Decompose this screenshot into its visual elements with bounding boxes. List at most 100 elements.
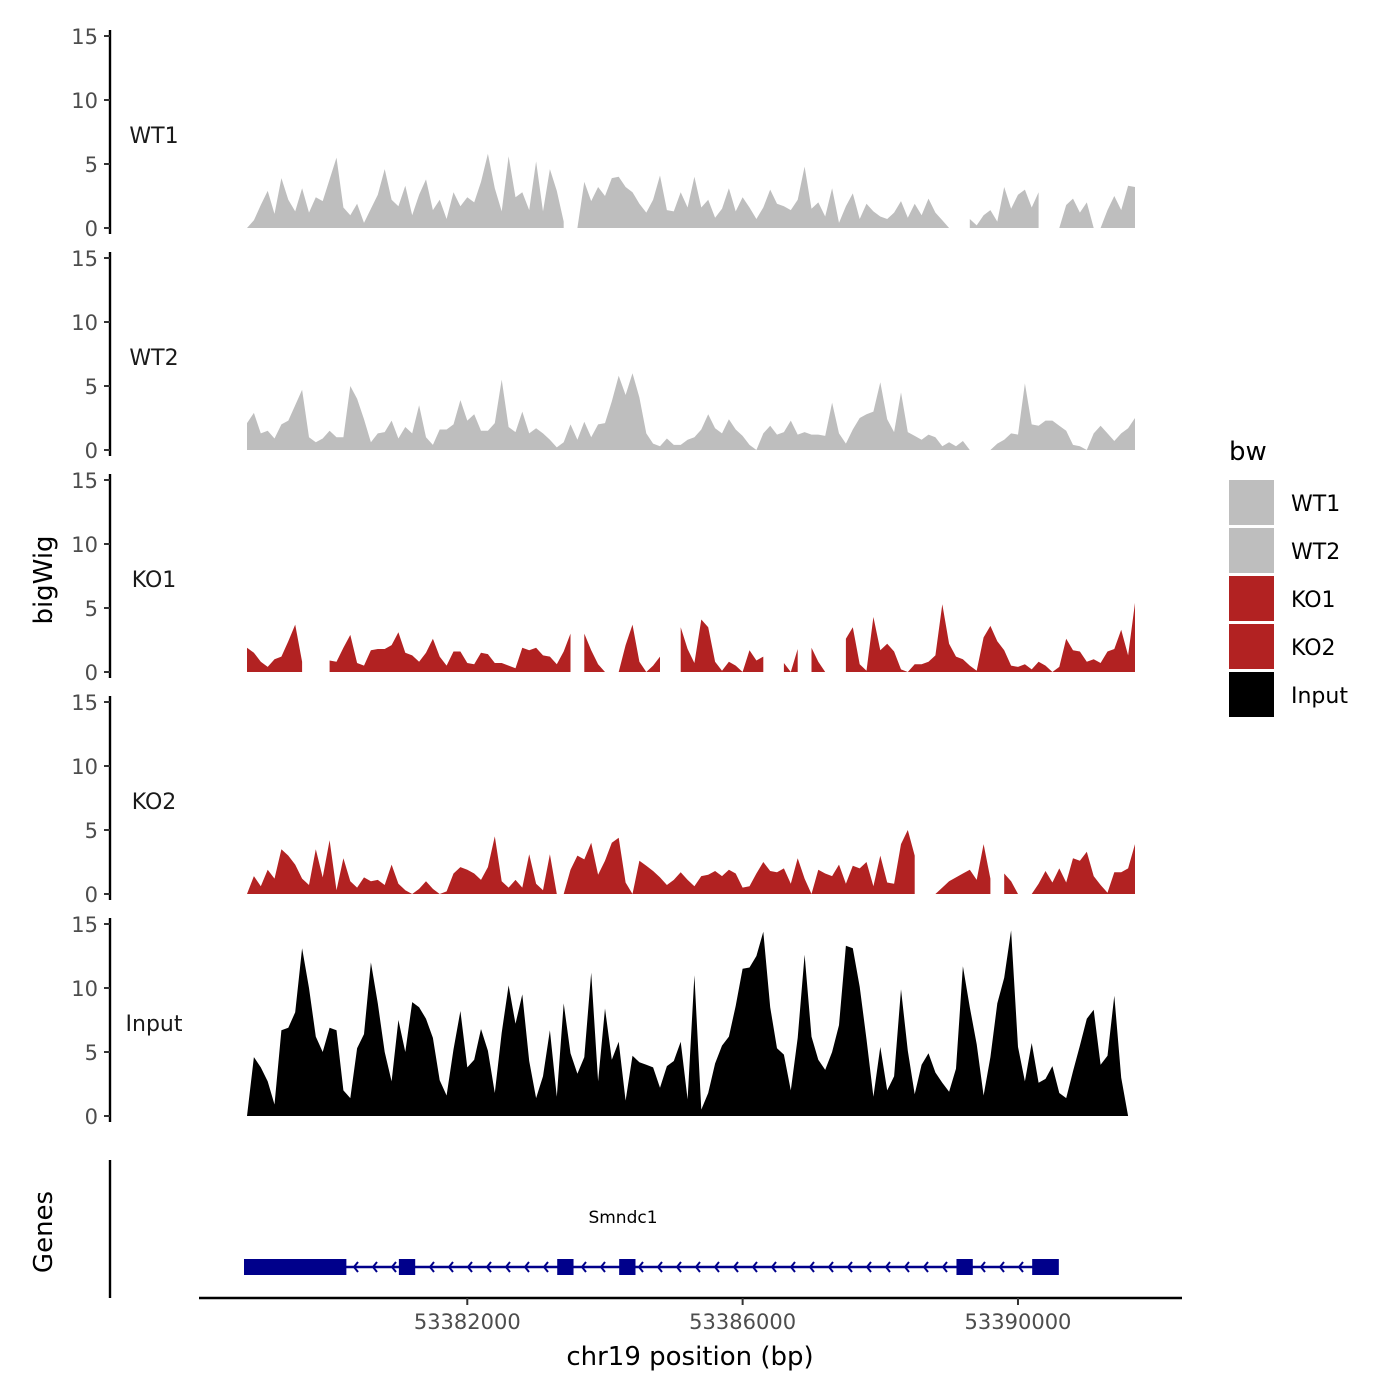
strand-chevron <box>941 1261 948 1273</box>
coverage-area-ko1 <box>329 632 571 672</box>
coverage-area-ko2 <box>935 844 991 894</box>
legend-key-ko2 <box>1229 624 1274 669</box>
legend-key-wt1 <box>1229 480 1274 525</box>
strand-chevron <box>580 1261 587 1273</box>
strand-chevron <box>1017 1261 1024 1273</box>
coverage-area-input <box>247 930 1129 1116</box>
y-tick-label: 10 <box>71 977 98 1001</box>
y-tick-label: 15 <box>71 913 98 937</box>
y-tick-label: 0 <box>85 661 98 685</box>
track-wt1: 0 5 10 15 WT1 <box>71 25 1135 241</box>
track-label: WT1 <box>129 124 178 149</box>
strand-chevron <box>675 1261 682 1273</box>
legend-label: KO2 <box>1291 636 1336 661</box>
strand-chevron <box>637 1261 644 1273</box>
legend-key-ko1 <box>1229 576 1274 621</box>
track-ko2: 0 5 10 15 KO2 <box>71 691 1135 907</box>
strand-chevron <box>447 1261 454 1273</box>
y-tick-label: 5 <box>85 819 98 843</box>
strand-chevron <box>371 1261 378 1273</box>
coverage-area-ko2 <box>247 830 915 894</box>
strand-chevron <box>713 1261 720 1273</box>
gene-exon <box>956 1259 973 1275</box>
legend-label: WT1 <box>1291 492 1340 517</box>
strand-chevron <box>523 1261 530 1273</box>
y-tick-label: 5 <box>85 1041 98 1065</box>
coverage-area-ko1 <box>247 624 303 672</box>
x-axis: 53382000 53386000 53390000 <box>199 1296 1182 1334</box>
strand-chevron <box>656 1261 663 1273</box>
coverage-area-wt1 <box>1059 185 1135 228</box>
strand-chevron <box>504 1261 511 1273</box>
strand-chevron <box>979 1261 986 1273</box>
legend-key-wt2 <box>1229 528 1274 573</box>
y-axis-title: bigWig <box>29 535 59 624</box>
gene-exon <box>619 1259 636 1275</box>
coverage-area-ko1 <box>680 619 764 672</box>
coverage-area-ko1 <box>845 602 1135 672</box>
coverage-area-wt1 <box>577 166 956 228</box>
genes-layer: Smndc1 <box>108 1160 1059 1298</box>
strand-chevron <box>770 1261 777 1273</box>
strand-chevron <box>390 1261 397 1273</box>
y-tick-label: 0 <box>85 217 98 241</box>
y-tick-label: 5 <box>85 597 98 621</box>
strand-chevron <box>542 1261 549 1273</box>
y-tick-label: 5 <box>85 375 98 399</box>
y-tick-label: 0 <box>85 883 98 907</box>
coverage-area-ko1 <box>584 624 660 672</box>
x-tick-label: 53390000 <box>965 1310 1072 1334</box>
gene-exon <box>557 1259 574 1275</box>
strand-chevron <box>827 1261 834 1273</box>
gene-exon <box>1032 1259 1059 1275</box>
strand-chevron <box>789 1261 796 1273</box>
x-tick-label: 53382000 <box>414 1310 521 1334</box>
gene-smndc1: Smndc1 <box>244 1208 1059 1275</box>
coverage-area-wt1 <box>247 153 564 228</box>
track-label: Input <box>126 1012 183 1037</box>
legend-key-input <box>1229 672 1274 717</box>
legend: bw WT1 WT2 KO1 KO2 Input <box>1229 437 1348 717</box>
strand-chevron <box>998 1261 1005 1273</box>
y-tick-label: 15 <box>71 469 98 493</box>
strand-chevron <box>599 1261 606 1273</box>
x-axis-title: chr19 position (bp) <box>566 1342 813 1372</box>
track-label: WT2 <box>129 346 178 371</box>
strand-chevron <box>428 1261 435 1273</box>
strand-chevron <box>485 1261 492 1273</box>
strand-chevron <box>922 1261 929 1273</box>
strand-chevron <box>466 1261 473 1273</box>
y-tick-label: 15 <box>71 247 98 271</box>
y-tick-label: 10 <box>71 311 98 335</box>
strand-chevron <box>352 1261 359 1273</box>
strand-chevron <box>884 1261 891 1273</box>
gene-exon <box>398 1259 416 1275</box>
legend-label: KO1 <box>1291 588 1336 613</box>
coverage-area-ko2 <box>1004 844 1135 894</box>
x-tick-label: 53386000 <box>689 1310 796 1334</box>
track-wt2: 0 5 10 15 WT2 <box>71 247 1135 463</box>
gene-name-label: Smndc1 <box>588 1208 657 1228</box>
legend-title: bw <box>1229 437 1267 467</box>
strand-chevron <box>732 1261 739 1273</box>
track-input: 0 5 10 15 Input <box>71 913 1129 1129</box>
coverage-area-wt2 <box>990 383 1135 450</box>
coverage-area-wt2 <box>247 373 970 450</box>
strand-chevron <box>808 1261 815 1273</box>
y-tick-label: 15 <box>71 691 98 715</box>
strand-chevron <box>903 1261 910 1273</box>
y-tick-label: 5 <box>85 153 98 177</box>
y-tick-label: 10 <box>71 755 98 779</box>
coverage-area-wt1 <box>969 187 1039 228</box>
genes-axis-title: Genes <box>29 1191 59 1273</box>
y-tick-label: 15 <box>71 25 98 49</box>
coverage-area-ko1 <box>783 649 798 672</box>
strand-chevron <box>751 1261 758 1273</box>
y-tick-label: 10 <box>71 89 98 113</box>
y-tick-label: 0 <box>85 439 98 463</box>
strand-chevron <box>865 1261 872 1273</box>
legend-label: Input <box>1291 684 1348 709</box>
y-tick-label: 0 <box>85 1105 98 1129</box>
track-label: KO2 <box>132 790 177 815</box>
